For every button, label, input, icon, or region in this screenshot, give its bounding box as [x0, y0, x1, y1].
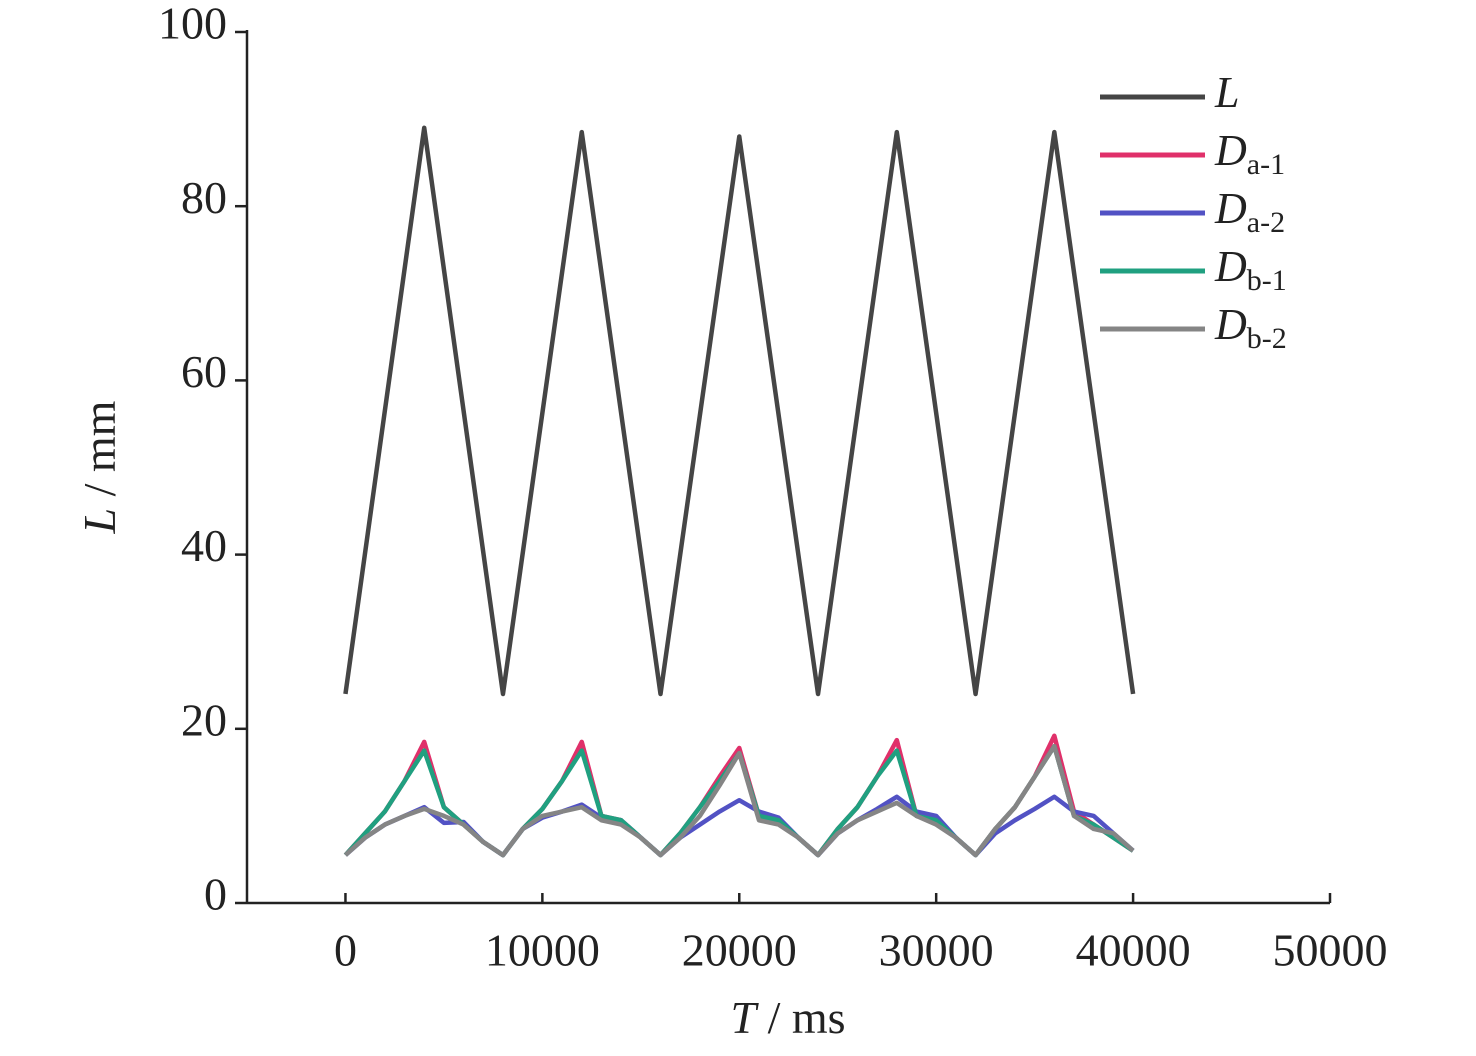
y-tick-label: 0 [204, 869, 227, 920]
series-line [343, 125, 1136, 697]
legend-label: Da-1 [1214, 126, 1285, 181]
x-tick-label: 50000 [1273, 925, 1388, 976]
y-tick-label: 60 [181, 346, 227, 397]
x-axis-label: T / ms [730, 992, 845, 1043]
legend-label: Da-2 [1214, 184, 1285, 239]
y-tick-label: 40 [181, 520, 227, 571]
y-tick-label: 80 [181, 172, 227, 223]
x-tick-label: 20000 [682, 925, 797, 976]
x-tick-label: 10000 [485, 925, 600, 976]
legend-label: Db-2 [1214, 300, 1287, 355]
x-tick-label: 0 [334, 925, 357, 976]
x-tick-label: 30000 [879, 925, 994, 976]
series-line [343, 743, 1135, 858]
legend-label: L [1214, 68, 1239, 117]
y-tick-label: 100 [158, 0, 227, 49]
y-tick-label: 20 [181, 694, 227, 745]
legend-label: Db-1 [1214, 242, 1287, 297]
y-axis-label: L / mm [74, 400, 125, 534]
x-tick-label: 40000 [1076, 925, 1191, 976]
